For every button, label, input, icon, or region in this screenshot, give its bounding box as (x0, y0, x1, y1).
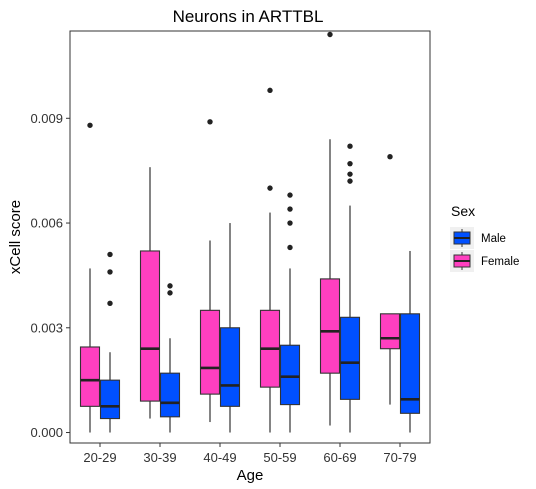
box-female-30-39 (139, 167, 161, 419)
box-female-70-79 (379, 153, 401, 405)
box-male-40-49 (219, 223, 241, 433)
box-female (319, 278, 341, 374)
outlier-point (287, 206, 293, 212)
box-female (199, 309, 221, 395)
box-male-60-69 (339, 143, 361, 433)
boxes-layer (79, 31, 421, 433)
legend-label-male: Male (481, 233, 506, 245)
x-axis: 20-29 30-39 40-49 50-59 60-69 70-79 (83, 443, 417, 465)
outlier-point (347, 160, 353, 167)
box-male-20-29 (99, 251, 121, 433)
outlier-point (167, 290, 173, 296)
box-male (219, 327, 241, 407)
outlier-point (207, 119, 213, 125)
y-axis-label: xCell score (7, 200, 24, 274)
outlier-point (347, 171, 353, 177)
box-male (339, 316, 361, 400)
plot-panel (69, 30, 431, 444)
box-male (99, 379, 121, 420)
y-tick-label: 0.003 (30, 320, 63, 335)
y-tick-label: 0.000 (30, 425, 63, 440)
legend-title: Sex (451, 203, 475, 219)
box-male (279, 344, 301, 406)
box-female-20-29 (79, 122, 101, 433)
outlier-point (167, 283, 173, 289)
outlier-point (267, 185, 273, 191)
outlier-point (347, 178, 353, 184)
outlier-point (107, 251, 113, 258)
box-male-30-39 (159, 283, 181, 433)
box-female (79, 346, 101, 407)
box-female-40-49 (199, 119, 221, 423)
outlier-point (267, 87, 273, 94)
chart-title: Neurons in ARTTBL (173, 7, 324, 26)
box-male-50-59 (279, 192, 301, 433)
box-female-60-69 (319, 31, 341, 426)
x-tick-label: 60-69 (323, 450, 356, 465)
box-male-70-79 (399, 250, 421, 433)
outlier-point (107, 269, 113, 275)
x-tick-label: 20-29 (83, 450, 116, 465)
x-tick-label: 50-59 (263, 450, 296, 465)
y-tick-label: 0.009 (30, 111, 63, 126)
outlier-point (287, 244, 293, 251)
box-male (159, 372, 181, 418)
y-axis: 0.000 0.003 0.006 0.009 (30, 111, 70, 440)
outlier-point (287, 192, 293, 198)
box-male (399, 313, 421, 414)
y-tick-label: 0.006 (30, 216, 63, 231)
x-tick-label: 40-49 (203, 450, 236, 465)
outlier-point (107, 300, 113, 307)
x-axis-label: Age (237, 467, 264, 484)
legend: Sex Male Female (450, 203, 519, 272)
outlier-point (287, 220, 293, 226)
outlier-point (327, 31, 333, 38)
outlier-point (347, 143, 353, 149)
box-female (139, 250, 161, 402)
x-tick-label: 70-79 (383, 450, 416, 465)
legend-label-female: Female (481, 256, 519, 268)
outlier-point (387, 153, 393, 160)
box-female (379, 313, 401, 350)
box-female-50-59 (259, 87, 281, 433)
outlier-point (87, 122, 93, 128)
x-tick-label: 30-39 (143, 450, 176, 465)
